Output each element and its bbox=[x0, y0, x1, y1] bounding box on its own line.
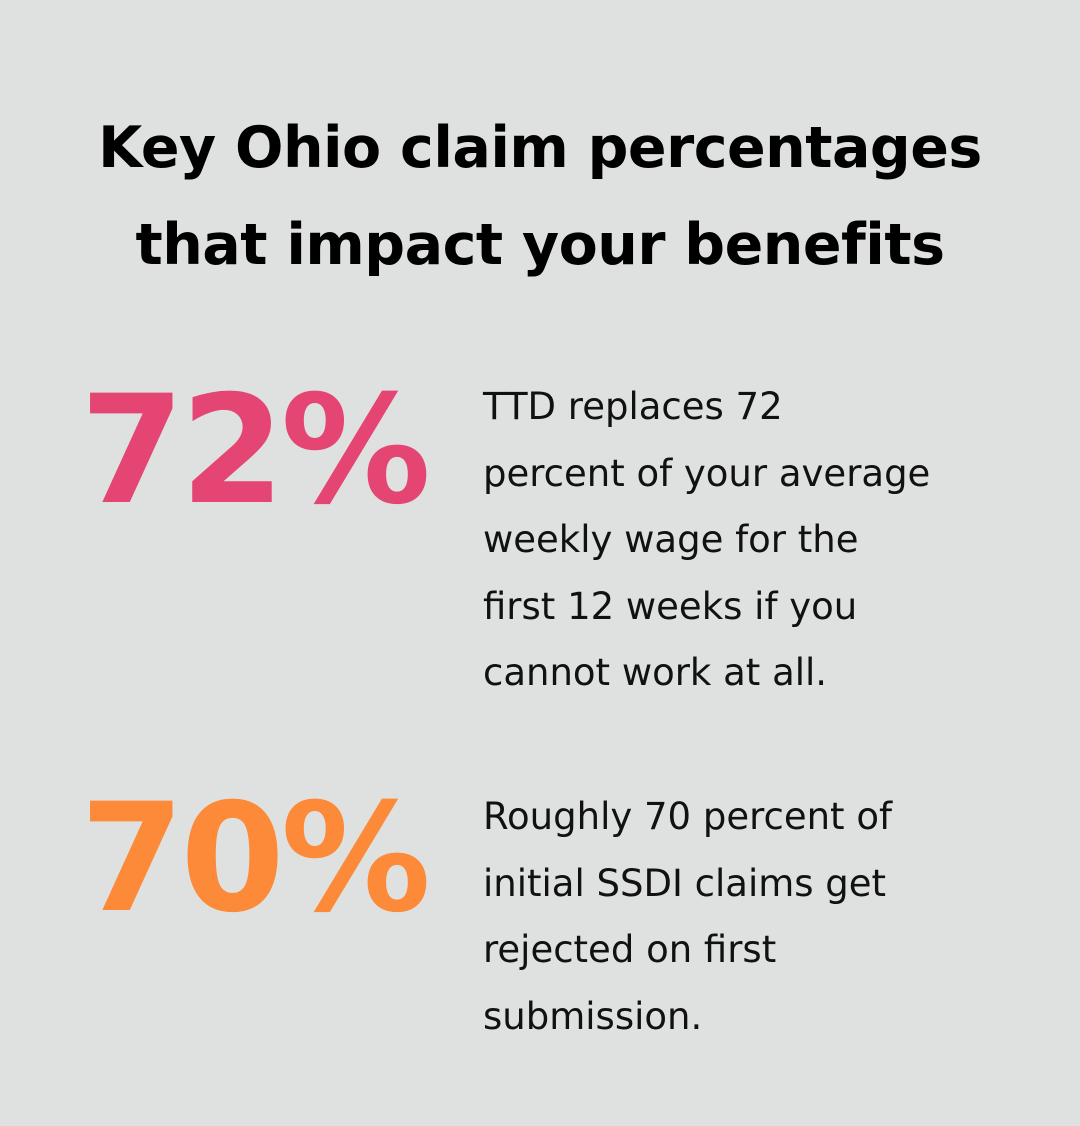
description-line: weekly wage for the bbox=[483, 518, 859, 561]
description-line: Roughly 70 percent of bbox=[483, 795, 892, 838]
description-line: percent of your average bbox=[483, 451, 931, 495]
stat-description: Roughly 70 percent of initial SSDI claim… bbox=[483, 784, 892, 1050]
description-line: cannot work at all. bbox=[483, 651, 828, 694]
description-line: rejected on first bbox=[483, 928, 777, 971]
stat-value: 70% bbox=[80, 772, 431, 946]
description-line: initial SSDI claims get bbox=[483, 861, 887, 905]
description-line: submission. bbox=[483, 994, 703, 1038]
title-line: that impact your benefits bbox=[135, 212, 945, 278]
description-line: first 12 weeks if you bbox=[483, 584, 858, 628]
page-title: Key Ohio claim percentages that impact y… bbox=[0, 100, 1080, 294]
stat-value: 72% bbox=[80, 364, 431, 538]
description-line: TTD replaces 72 bbox=[483, 385, 783, 428]
title-line: Key Ohio claim percentages bbox=[98, 115, 982, 181]
stat-description: TTD replaces 72 percent of your average … bbox=[483, 374, 930, 707]
